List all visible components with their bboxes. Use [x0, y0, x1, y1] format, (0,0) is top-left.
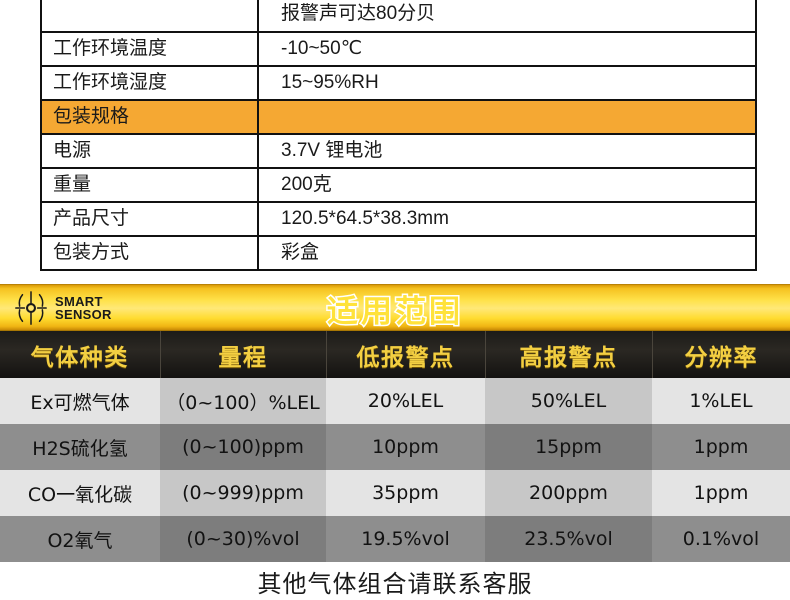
column-header-high-alarm: 高报警点: [485, 331, 653, 378]
cell-gas-type: H2S硫化氢: [0, 424, 160, 470]
spec-label: 重量: [40, 167, 259, 203]
spec-value: [257, 99, 757, 135]
brand-line-1: SMART: [55, 294, 103, 309]
column-header-range: 量程: [160, 331, 327, 378]
table-row: CO一氧化碳 (0~999)ppm 35ppm 200ppm 1ppm: [0, 470, 790, 516]
cell-low-alarm: 20%LEL: [326, 378, 485, 424]
spec-label: 电源: [40, 133, 259, 169]
table-header-row: 气体种类 量程 低报警点 高报警点 分辨率: [0, 331, 790, 378]
cell-high-alarm: 15ppm: [485, 424, 652, 470]
spec-value: 15~95%RH: [257, 65, 757, 101]
cell-range: (0~30)%vol: [160, 516, 326, 562]
gas-table-body: Ex可燃气体 （0~100）%LEL 20%LEL 50%LEL 1%LEL H…: [0, 378, 790, 562]
section-banner: SMART SENSOR 适用范围: [0, 284, 790, 331]
spec-value: 彩盒: [257, 235, 757, 271]
table-row: 工作环境温度 -10~50℃: [40, 31, 757, 67]
spec-value: 3.7V 锂电池: [257, 133, 757, 169]
spec-value: -10~50℃: [257, 31, 757, 67]
table-row: 报警声可达80分贝: [40, 0, 757, 33]
table-row: 电源 3.7V 锂电池: [40, 133, 757, 169]
table-row: 包装方式 彩盒: [40, 235, 757, 271]
footer-note: 其他气体组合请联系客服: [0, 563, 790, 600]
spec-label: [40, 0, 259, 33]
cell-high-alarm: 50%LEL: [485, 378, 652, 424]
cell-high-alarm: 200ppm: [485, 470, 652, 516]
cell-range: （0~100）%LEL: [160, 378, 326, 424]
cell-low-alarm: 35ppm: [326, 470, 485, 516]
spec-value: 报警声可达80分贝: [257, 0, 757, 33]
brand-logo: SMART SENSOR: [12, 290, 112, 326]
column-header-gas-type: 气体种类: [0, 331, 161, 378]
table-row: 重量 200克: [40, 167, 757, 203]
brand-wordmark: SMART SENSOR: [55, 295, 112, 321]
cell-high-alarm: 23.5%vol: [485, 516, 652, 562]
section-title: 适用范围: [326, 293, 463, 331]
cell-low-alarm: 10ppm: [326, 424, 485, 470]
cell-resolution: 1ppm: [652, 470, 790, 516]
spec-label: 产品尺寸: [40, 201, 259, 237]
cell-range: (0~100)ppm: [160, 424, 326, 470]
spec-table-body: 报警声可达80分贝 工作环境温度 -10~50℃ 工作环境湿度 15~95%RH…: [40, 0, 757, 271]
cell-resolution: 0.1%vol: [652, 516, 790, 562]
cell-gas-type: CO一氧化碳: [0, 470, 160, 516]
cell-low-alarm: 19.5%vol: [326, 516, 485, 562]
brand-line-2: SENSOR: [55, 307, 112, 322]
table-row: O2氧气 (0~30)%vol 19.5%vol 23.5%vol 0.1%vo…: [0, 516, 790, 562]
cell-range: (0~999)ppm: [160, 470, 326, 516]
column-header-low-alarm: 低报警点: [326, 331, 486, 378]
cell-gas-type: Ex可燃气体: [0, 378, 160, 424]
table-row-section-header: 包装规格: [40, 99, 757, 135]
table-row: 工作环境湿度 15~95%RH: [40, 65, 757, 101]
gas-specification-table: 气体种类 量程 低报警点 高报警点 分辨率 Ex可燃气体 （0~100）%LEL…: [0, 331, 790, 562]
cell-resolution: 1%LEL: [652, 378, 790, 424]
column-header-resolution: 分辨率: [652, 331, 790, 378]
table-row: H2S硫化氢 (0~100)ppm 10ppm 15ppm 1ppm: [0, 424, 790, 470]
spec-label: 工作环境湿度: [40, 65, 259, 101]
gas-table-head: 气体种类 量程 低报警点 高报警点 分辨率: [0, 331, 790, 378]
spec-value: 120.5*64.5*38.3mm: [257, 201, 757, 237]
spec-label: 包装规格: [40, 99, 259, 135]
table-row: 产品尺寸 120.5*64.5*38.3mm: [40, 201, 757, 237]
product-spec-table: 报警声可达80分贝 工作环境温度 -10~50℃ 工作环境湿度 15~95%RH…: [40, 0, 757, 271]
cell-resolution: 1ppm: [652, 424, 790, 470]
table-row: Ex可燃气体 （0~100）%LEL 20%LEL 50%LEL 1%LEL: [0, 378, 790, 424]
cell-gas-type: O2氧气: [0, 516, 160, 562]
spec-value: 200克: [257, 167, 757, 203]
spec-label: 工作环境温度: [40, 31, 259, 67]
spec-label: 包装方式: [40, 235, 259, 271]
smart-sensor-radiating-icon: [15, 291, 47, 325]
